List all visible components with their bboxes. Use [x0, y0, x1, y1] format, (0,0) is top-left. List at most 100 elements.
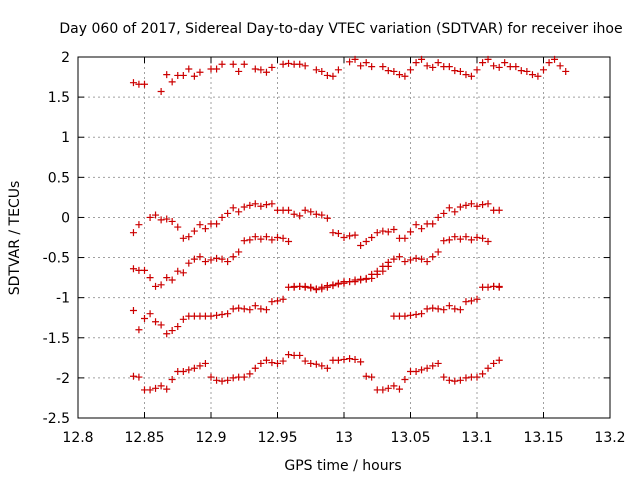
y-tick-label: 1.5 [48, 90, 70, 106]
x-axis-ticks: 12.8 12.85 12.9 12.95 13 13.05 13.1 13.15 13.2 [62, 57, 626, 446]
data-point [257, 202, 265, 210]
data-point [473, 202, 481, 210]
data-point [440, 306, 448, 314]
data-point [362, 275, 370, 283]
data-point [185, 65, 193, 73]
data-point [418, 255, 426, 263]
data-point [412, 221, 420, 229]
data-point [285, 351, 293, 359]
data-point [445, 63, 453, 71]
data-point [429, 362, 437, 370]
data-point [157, 87, 165, 95]
data-point [490, 359, 498, 367]
data-point [229, 60, 237, 68]
data-point [462, 71, 470, 79]
data-point [179, 367, 187, 375]
data-point [240, 305, 248, 313]
data-point [390, 67, 398, 75]
data-point [157, 281, 165, 289]
data-point [312, 286, 320, 294]
data-point [329, 282, 337, 290]
data-point [163, 71, 171, 79]
data-point [207, 373, 215, 381]
data-point [340, 355, 348, 363]
series-1 [129, 55, 570, 95]
data-point [290, 210, 298, 218]
data-point [401, 312, 409, 320]
data-point [434, 305, 442, 313]
data-point [495, 283, 503, 291]
data-point [157, 382, 165, 390]
data-point [412, 311, 420, 319]
data-point [257, 66, 265, 74]
data-point [213, 65, 221, 73]
data-point [379, 267, 387, 275]
data-point [262, 306, 270, 314]
y-tick-label: 2 [61, 50, 70, 66]
data-point [384, 67, 392, 75]
data-point [185, 233, 193, 241]
data-point [362, 59, 370, 67]
data-point [296, 351, 304, 359]
data-point [224, 310, 232, 318]
data-point [390, 255, 398, 263]
data-point [495, 356, 503, 364]
data-point [246, 306, 254, 314]
data-point [562, 67, 570, 75]
data-point [334, 280, 342, 288]
data-point [368, 373, 376, 381]
data-point [279, 60, 287, 68]
data-point [490, 62, 498, 70]
data-point [445, 204, 453, 212]
data-point [196, 253, 204, 261]
data-point [285, 206, 293, 214]
data-point [484, 55, 492, 63]
data-point [240, 60, 248, 68]
data-point [268, 200, 276, 208]
data-point [257, 235, 265, 243]
chart-title: Day 060 of 2017, Sidereal Day-to-day VTE… [59, 21, 622, 37]
data-point [473, 373, 481, 381]
data-point [484, 283, 492, 291]
data-point [174, 223, 182, 231]
x-tick-label: 13.15 [523, 430, 563, 446]
data-point [146, 213, 154, 221]
data-point [495, 63, 503, 71]
data-point [434, 359, 442, 367]
data-point [251, 233, 259, 241]
data-point [185, 366, 193, 374]
data-point [351, 355, 359, 363]
data-point [318, 67, 326, 75]
data-point [357, 358, 365, 366]
data-point [163, 274, 171, 282]
data-point [346, 232, 354, 240]
data-point [390, 382, 398, 390]
data-point [185, 259, 193, 267]
data-point [451, 67, 459, 75]
data-point [224, 376, 232, 384]
data-point [268, 236, 276, 244]
data-point [318, 362, 326, 370]
x-tick-label: 13.2 [594, 430, 625, 446]
data-point [368, 234, 376, 241]
data-point [274, 359, 281, 367]
data-point [290, 283, 298, 291]
data-point [467, 236, 475, 244]
data-point [135, 221, 143, 229]
data-point [190, 364, 198, 372]
data-point [451, 233, 459, 241]
data-point [395, 71, 403, 79]
data-point [262, 201, 270, 209]
data-point [429, 220, 437, 228]
data-point [307, 283, 315, 291]
data-point [479, 201, 487, 209]
data-point [129, 265, 137, 273]
data-point [146, 386, 154, 394]
data-point [246, 370, 254, 378]
data-point [334, 229, 342, 237]
data-point [196, 68, 204, 76]
y-tick-label: -2 [56, 371, 70, 387]
data-point [473, 234, 481, 241]
data-point [401, 258, 409, 266]
data-point [135, 373, 143, 381]
